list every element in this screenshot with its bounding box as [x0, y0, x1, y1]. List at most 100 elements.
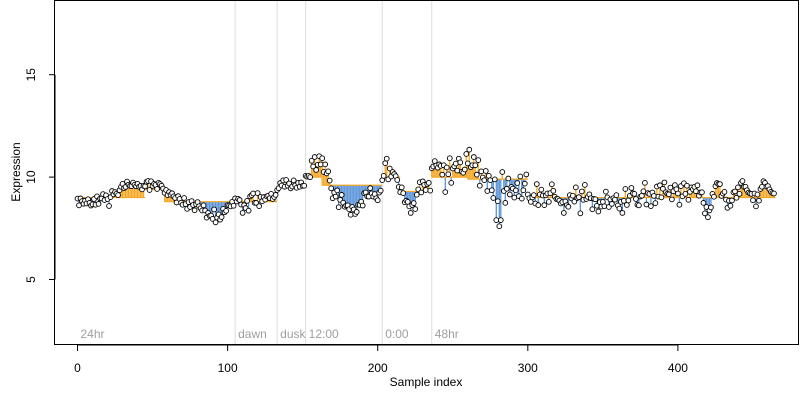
data-point	[482, 168, 489, 174]
data-point	[200, 202, 207, 209]
data-point	[661, 179, 668, 186]
data-point	[439, 171, 446, 178]
data-point	[418, 189, 425, 196]
data-point	[380, 173, 387, 179]
data-point	[717, 181, 723, 187]
data-point	[154, 186, 160, 192]
data-point	[488, 187, 495, 194]
data-point	[407, 210, 414, 216]
data-point	[565, 203, 572, 210]
data-point	[422, 187, 429, 193]
data-point	[636, 202, 642, 209]
data-point	[308, 157, 315, 164]
data-point	[631, 191, 638, 197]
data-point	[676, 201, 683, 208]
data-point	[383, 155, 390, 162]
data-point	[739, 178, 746, 184]
data-point	[609, 201, 615, 207]
data-point	[254, 190, 261, 196]
data-point	[334, 187, 341, 194]
data-point	[754, 191, 761, 198]
data-point	[394, 177, 401, 183]
data-point	[413, 191, 420, 198]
data-point	[223, 208, 229, 214]
data-point	[505, 175, 512, 182]
data-point	[491, 176, 498, 183]
data-point	[335, 204, 342, 211]
data-point	[573, 184, 579, 191]
data-point	[283, 177, 290, 183]
data-point	[592, 196, 599, 203]
data-point	[729, 197, 735, 204]
annotation-labels: 24hr dawn dusk 12:00 0:00 48hr	[81, 327, 459, 341]
data-point	[494, 198, 501, 205]
data-point	[412, 206, 419, 212]
data-point	[518, 195, 525, 202]
data-point	[616, 205, 623, 212]
data-point	[338, 192, 345, 198]
data-point	[499, 169, 506, 175]
y-tick-label: 5	[24, 276, 38, 283]
data-point	[347, 211, 354, 218]
data-point	[475, 157, 482, 163]
data-point	[750, 197, 756, 204]
data-point	[693, 188, 699, 195]
data-point	[523, 171, 530, 178]
data-point	[603, 188, 609, 195]
data-point	[694, 182, 701, 189]
data-point	[445, 171, 452, 178]
data-point	[484, 188, 491, 194]
data-point	[115, 192, 121, 198]
data-point	[711, 193, 717, 200]
data-point	[425, 179, 432, 186]
data-point	[601, 203, 608, 210]
annotation-label: dusk	[280, 327, 306, 341]
data-point	[652, 200, 659, 206]
data-point	[95, 201, 102, 207]
data-point	[753, 203, 759, 210]
data-point	[478, 168, 485, 175]
annotation-label: 0:00	[385, 327, 409, 341]
data-point	[699, 189, 705, 196]
data-point	[589, 206, 596, 213]
data-point	[595, 208, 602, 215]
data-point	[359, 202, 366, 209]
data-point	[181, 195, 187, 201]
data-point	[367, 185, 374, 192]
data-point	[512, 187, 519, 194]
data-point	[548, 181, 555, 188]
data-point	[191, 207, 198, 214]
data-point	[700, 200, 707, 206]
y-tick-label: 15	[24, 68, 38, 82]
data-point	[651, 193, 657, 199]
data-point	[457, 159, 464, 166]
data-point	[244, 197, 250, 204]
data-point	[535, 202, 542, 208]
data-point	[569, 192, 576, 199]
data-point	[577, 210, 584, 217]
data-point	[520, 187, 527, 194]
data-point	[517, 173, 524, 180]
data-point	[446, 155, 453, 162]
data-point	[398, 184, 405, 191]
data-point	[514, 180, 521, 186]
data-point	[538, 186, 545, 193]
x-tick-label: 300	[518, 361, 538, 375]
data-point	[466, 146, 473, 153]
data-point	[332, 193, 339, 200]
data-point	[533, 181, 540, 187]
data-point	[326, 177, 333, 184]
data-point	[307, 174, 314, 180]
y-tick-label: 10	[24, 170, 38, 184]
annotation-label: 48hr	[435, 327, 459, 341]
data-point	[628, 185, 635, 191]
data-point	[463, 151, 470, 157]
data-point	[576, 194, 582, 201]
data-point	[473, 171, 480, 178]
data-point	[685, 196, 692, 203]
x-tick-label: 400	[668, 361, 688, 375]
data-point	[579, 188, 585, 195]
data-point	[311, 154, 318, 160]
annotation-lines	[234, 1, 433, 345]
